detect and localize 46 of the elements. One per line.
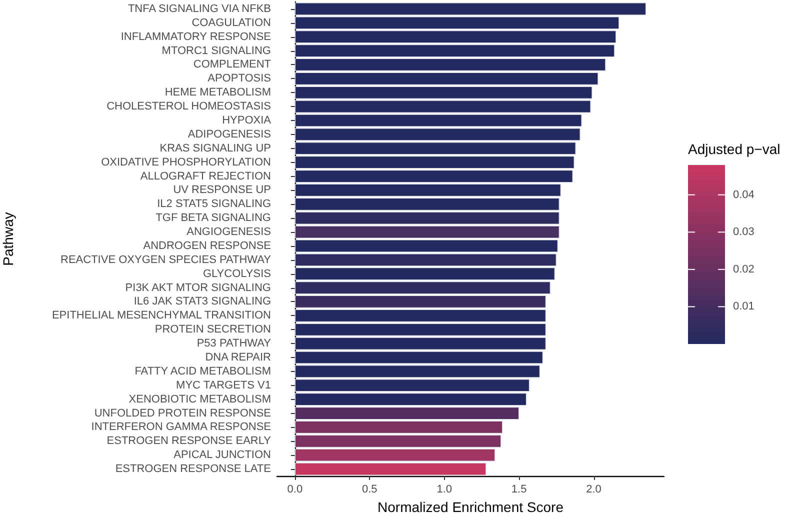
y-tick-label: XENOBIOTIC METABOLISM: [128, 393, 271, 406]
x-tick-label: 1.0: [436, 484, 452, 496]
y-tick-label: TNFA SIGNALING VIA NFKB: [128, 2, 271, 15]
y-tick-label: KRAS SIGNALING UP: [160, 142, 271, 154]
y-tick-label: HYPOXIA: [222, 114, 272, 126]
y-tick-label: INTERFERON GAMMA RESPONSE: [91, 421, 271, 434]
y-tick-label: EPITHELIAL MESENCHYMAL TRANSITION: [52, 310, 272, 322]
y-tick-label: OXIDATIVE PHOSPHORYLATION: [101, 156, 272, 168]
y-tick-label: CHOLESTEROL HOMEOSTASIS: [106, 100, 271, 113]
y-tick-label: COAGULATION: [192, 16, 272, 29]
y-tick-label: APOPTOSIS: [208, 72, 271, 85]
y-tick-label: PROTEIN SECRETION: [154, 324, 272, 336]
y-tick-label: HEME METABOLISM: [164, 86, 271, 99]
x-tick-label: 0.0: [287, 484, 303, 496]
color-bar-title: Adjusted p−val: [688, 141, 780, 157]
color-bar-label: 0.04: [733, 188, 754, 201]
y-tick-label: UNFOLDED PROTEIN RESPONSE: [94, 407, 271, 420]
y-tick-label: COMPLEMENT: [193, 58, 272, 71]
y-tick-label: IL6 JAK STAT3 SIGNALING: [134, 296, 271, 308]
y-tick-label: MYC TARGETS V1: [176, 379, 271, 392]
y-tick-label: UV RESPONSE UP: [173, 184, 271, 196]
y-tick-label: ADIPOGENESIS: [188, 128, 271, 140]
y-tick-label: IL2 STAT5 SIGNALING: [157, 198, 271, 210]
y-tick-label: GLYCOLYSIS: [202, 268, 271, 280]
y-tick-label: FATTY ACID METABOLISM: [134, 365, 271, 378]
y-tick-label: ANDROGEN RESPONSE: [143, 240, 271, 252]
y-tick-label: ALLOGRAFT REJECTION: [140, 170, 272, 182]
y-tick-label: PI3K AKT MTOR SIGNALING: [125, 282, 271, 294]
color-bar-label: 0.02: [733, 263, 754, 276]
y-tick-label: ESTROGEN RESPONSE LATE: [115, 463, 271, 476]
y-tick-label: ESTROGEN RESPONSE EARLY: [106, 435, 272, 448]
y-tick-label: P53 PATHWAY: [196, 338, 272, 350]
y-tick-label: DNA REPAIR: [205, 352, 272, 364]
y-tick-label: APICAL JUNCTION: [174, 449, 272, 462]
y-tick-label: MTORC1 SIGNALING: [162, 44, 271, 57]
y-tick-label: INFLAMMATORY RESPONSE: [120, 30, 271, 43]
y-axis-title: Pathway: [0, 212, 16, 266]
y-tick-label: TGF BETA SIGNALING: [156, 212, 271, 224]
color-bar-label: 0.01: [733, 300, 754, 313]
y-tick-label: ANGIOGENESIS: [186, 226, 271, 238]
x-tick-label: 2.0: [586, 484, 602, 496]
y-tick-label: REACTIVE OXYGEN SPECIES PATHWAY: [60, 254, 272, 266]
x-axis-title: Normalized Enrichment Score: [378, 499, 564, 515]
x-tick-label: 0.5: [362, 484, 378, 496]
color-bar-label: 0.03: [733, 226, 754, 238]
x-tick-label: 1.5: [511, 484, 527, 496]
